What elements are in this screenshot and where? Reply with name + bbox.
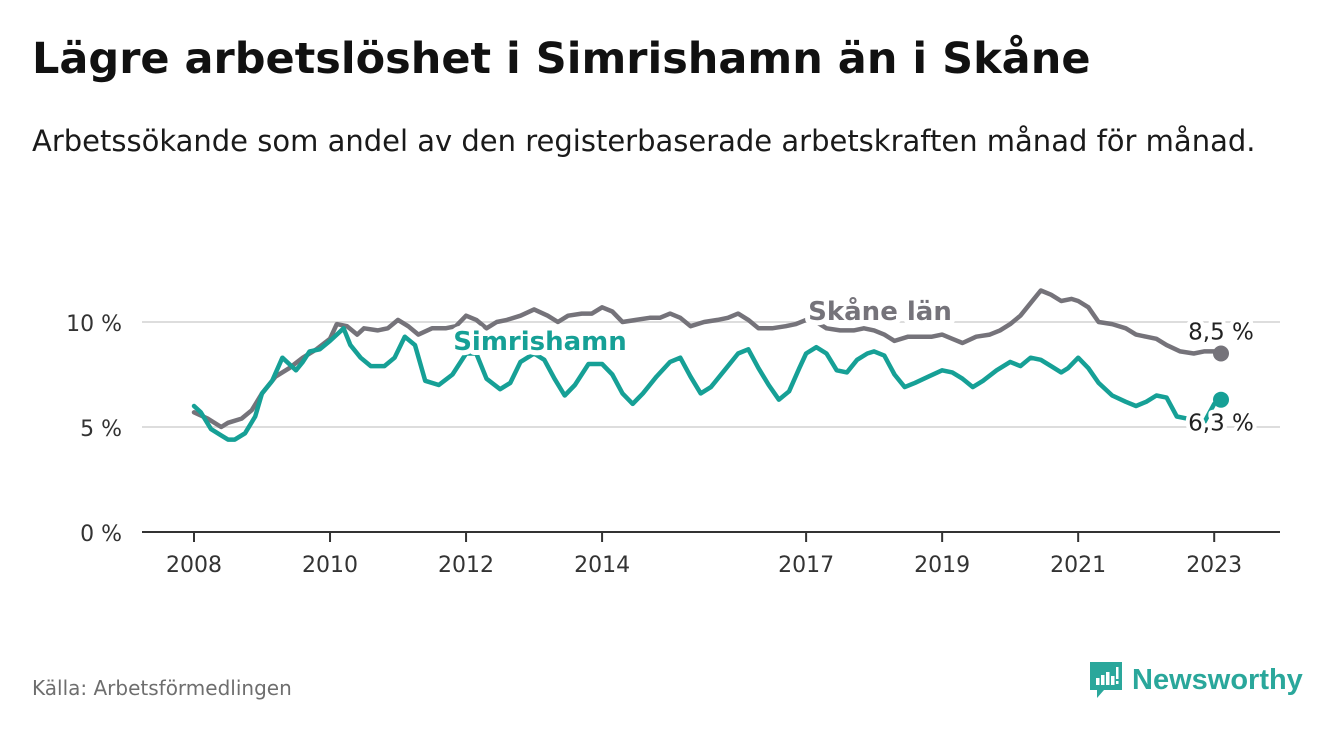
y-tick-label: 0 %	[80, 522, 122, 547]
series-line-skane	[191, 288, 1224, 430]
x-tick-label: 2008	[166, 553, 222, 578]
x-tick-label: 2019	[914, 553, 970, 578]
x-tick-label: 2010	[302, 553, 358, 578]
line-chart: 0 % 5 % 10 % 2008 2010 2012 2014 2017 2019 2021 20…	[66, 288, 1280, 578]
x-tick-label: 2017	[778, 553, 834, 578]
end-marker-simrishamn	[1213, 391, 1229, 408]
chart-subtitle: Arbetssökande som andel av den registerb…	[32, 124, 1256, 158]
newsworthy-logo-icon	[1090, 662, 1122, 698]
chart-title: Lägre arbetslöshet i Simrishamn än i Skå…	[32, 34, 1091, 84]
x-tick-label: 2014	[574, 553, 630, 578]
end-label-simrishamn: 6,3 %	[1188, 411, 1254, 437]
x-tick-label: 2023	[1186, 553, 1242, 578]
end-marker-skane	[1213, 345, 1229, 362]
series-line-simrishamn	[191, 326, 1224, 442]
end-label-skane: 8,5 %	[1188, 320, 1254, 346]
series-label-skane: Skåne län	[808, 295, 952, 327]
source-note: Källa: Arbetsförmedlingen	[32, 676, 292, 700]
brand-name: Newsworthy	[1132, 663, 1303, 696]
x-tick-label: 2021	[1050, 553, 1106, 578]
brand[interactable]: Newsworthy	[1088, 660, 1303, 700]
series-label-simrishamn: Simrishamn	[453, 327, 627, 357]
x-tick-label: 2012	[438, 553, 494, 578]
y-tick-label: 5 %	[80, 417, 122, 442]
y-tick-label: 10 %	[66, 312, 122, 337]
